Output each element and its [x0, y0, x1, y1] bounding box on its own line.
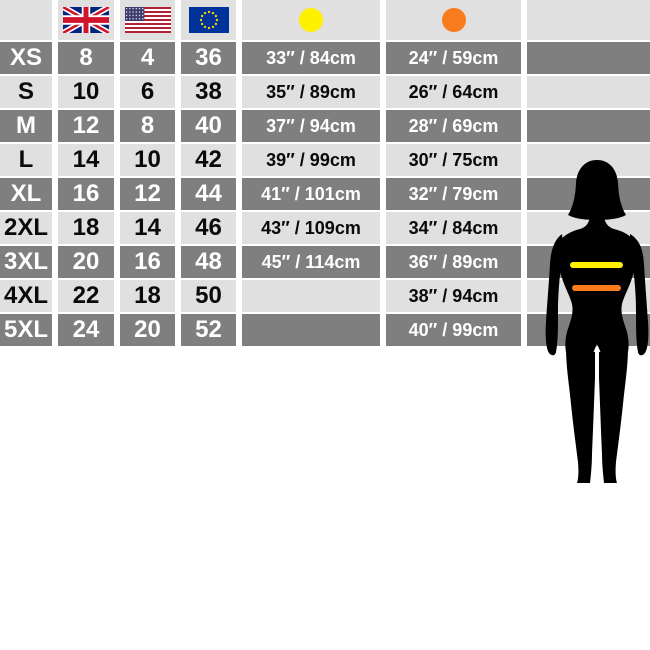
us-size-cell: 16 — [120, 246, 175, 278]
figure-stripe-cell — [527, 144, 650, 176]
figure-column-header — [527, 0, 650, 40]
eu-size-cell: 44 — [181, 178, 236, 210]
waist-cell: 36″ / 89cm — [386, 246, 521, 278]
bust-cell: 41″ / 101cm — [242, 178, 380, 210]
us-size-cell: 6 — [120, 76, 175, 108]
silhouette-left-leg — [566, 348, 595, 483]
eu-size-cell: 38 — [181, 76, 236, 108]
corner-cell — [0, 0, 52, 40]
waist-cell: 30″ / 75cm — [386, 144, 521, 176]
bust-cell — [242, 314, 380, 346]
us-size-cell: 20 — [120, 314, 175, 346]
bust-cell: 39″ / 99cm — [242, 144, 380, 176]
waist-cell: 28″ / 69cm — [386, 110, 521, 142]
waist-cell: 26″ / 64cm — [386, 76, 521, 108]
eu-flag-icon — [188, 7, 229, 33]
bust-cell: 37″ / 94cm — [242, 110, 380, 142]
yellow-dot-icon — [299, 8, 323, 32]
size-cell: 2XL — [0, 212, 52, 244]
size-cell: S — [0, 76, 52, 108]
waist-cell: 34″ / 84cm — [386, 212, 521, 244]
figure-stripe-cell — [527, 76, 650, 108]
size-table: XS 8 4 36 33″ / 84cm 24″ / 59cm S 10 6 3… — [0, 0, 650, 346]
waist-cell: 24″ / 59cm — [386, 42, 521, 74]
size-cell: 5XL — [0, 314, 52, 346]
eu-size-cell: 40 — [181, 110, 236, 142]
bust-column-header — [242, 0, 380, 40]
waist-cell: 32″ / 79cm — [386, 178, 521, 210]
figure-stripe-cell — [527, 42, 650, 74]
size-cell: L — [0, 144, 52, 176]
size-cell: 3XL — [0, 246, 52, 278]
us-size-cell: 14 — [120, 212, 175, 244]
eu-size-cell: 48 — [181, 246, 236, 278]
bust-cell: 35″ / 89cm — [242, 76, 380, 108]
eu-size-cell: 46 — [181, 212, 236, 244]
uk-size-cell: 8 — [58, 42, 114, 74]
orange-dot-icon — [441, 8, 466, 32]
us-size-cell: 10 — [120, 144, 175, 176]
uk-size-cell: 20 — [58, 246, 114, 278]
figure-stripe-cell — [527, 212, 650, 244]
waist-column-header — [386, 0, 521, 40]
eu-size-cell: 36 — [181, 42, 236, 74]
uk-size-cell: 10 — [58, 76, 114, 108]
eu-size-cell: 42 — [181, 144, 236, 176]
uk-column-header — [58, 0, 114, 40]
us-size-cell: 8 — [120, 110, 175, 142]
us-size-cell: 18 — [120, 280, 175, 312]
waist-cell: 40″ / 99cm — [386, 314, 521, 346]
size-cell: XS — [0, 42, 52, 74]
bust-cell: 43″ / 109cm — [242, 212, 380, 244]
uk-size-cell: 22 — [58, 280, 114, 312]
uk-size-cell: 24 — [58, 314, 114, 346]
uk-size-cell: 12 — [58, 110, 114, 142]
bust-cell — [242, 280, 380, 312]
eu-size-cell: 52 — [181, 314, 236, 346]
size-cell: 4XL — [0, 280, 52, 312]
eu-column-header — [181, 0, 236, 40]
figure-stripe-cell — [527, 280, 650, 312]
uk-size-cell: 14 — [58, 144, 114, 176]
bust-cell: 45″ / 114cm — [242, 246, 380, 278]
figure-stripe-cell — [527, 314, 650, 346]
us-flag-icon — [124, 7, 171, 33]
bust-cell: 33″ / 84cm — [242, 42, 380, 74]
figure-stripe-cell — [527, 110, 650, 142]
us-size-cell: 12 — [120, 178, 175, 210]
waist-cell: 38″ / 94cm — [386, 280, 521, 312]
uk-flag-icon — [63, 7, 109, 33]
figure-stripe-cell — [527, 246, 650, 278]
us-size-cell: 4 — [120, 42, 175, 74]
eu-size-cell: 50 — [181, 280, 236, 312]
size-cell: M — [0, 110, 52, 142]
uk-size-cell: 18 — [58, 212, 114, 244]
silhouette-right-leg — [599, 348, 628, 483]
uk-size-cell: 16 — [58, 178, 114, 210]
us-column-header — [120, 0, 175, 40]
figure-stripe-cell — [527, 178, 650, 210]
size-cell: XL — [0, 178, 52, 210]
